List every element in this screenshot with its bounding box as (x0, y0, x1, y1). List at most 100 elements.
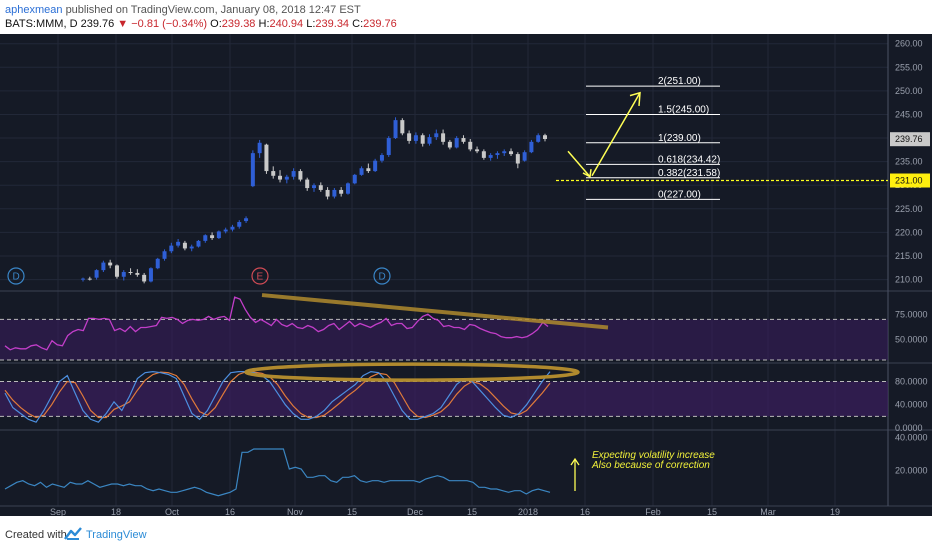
arrow-shaft (591, 92, 641, 177)
candle-body (250, 153, 255, 187)
candle-body (318, 185, 323, 190)
open-label: O: (210, 18, 222, 30)
tradingview-brand[interactable]: TradingView (86, 529, 147, 541)
time-tick-label: Oct (165, 507, 180, 516)
author-link[interactable]: aphexmean (5, 4, 63, 16)
price-tick-label: 260.00 (895, 39, 923, 49)
candle-body (162, 251, 167, 259)
stoch-band (0, 381, 888, 417)
last-price-tag (890, 132, 930, 147)
candle-body (291, 171, 296, 177)
candle-body (264, 144, 269, 172)
candle-body (379, 155, 384, 161)
candle-body (359, 168, 364, 175)
candle-body (515, 154, 520, 164)
stoch-tick-label: 0.0000 (895, 423, 923, 433)
volatility-panel (4, 448, 580, 497)
price-tick-label: 250.00 (895, 86, 923, 96)
candle-body (142, 274, 147, 282)
publish-line: aphexmean published on TradingView.com, … (5, 4, 361, 16)
fib-level-label: 0(227.00) (658, 189, 701, 200)
candle-body (475, 149, 480, 152)
candle-body (543, 135, 547, 139)
time-tick-label: 15 (707, 507, 717, 516)
candle-body (298, 171, 303, 180)
time-tick-label: 16 (225, 507, 235, 516)
note-line-1: Expecting volatility increase (592, 450, 715, 461)
time-tick-label: Dec (407, 507, 424, 516)
target-price-tag (890, 173, 930, 188)
chart-header: aphexmean published on TradingView.com, … (0, 0, 932, 34)
candle-body (216, 231, 221, 239)
arrow-shaft (567, 150, 591, 178)
tradingview-logo-icon[interactable] (64, 527, 82, 541)
candle-body (230, 226, 235, 230)
indicator-bands (0, 318, 888, 417)
candle-body (366, 168, 371, 172)
candle-body (481, 151, 486, 158)
candle-body (345, 183, 350, 194)
candle-body (223, 229, 228, 232)
up-arrow-icon (591, 91, 641, 177)
candle-body (407, 133, 412, 141)
candle-body (312, 185, 316, 189)
down-arrow-icon (567, 150, 592, 178)
close-label: C: (352, 18, 364, 30)
candle-body (169, 245, 174, 252)
rsi-panel (4, 293, 609, 351)
price-tick-label: 215.00 (895, 251, 923, 261)
candle-body (203, 235, 208, 241)
stoch-k-line (4, 370, 551, 423)
candle-body (441, 133, 446, 142)
candle-body (210, 235, 215, 239)
candle-body (176, 241, 181, 246)
time-tick-label: 18 (111, 507, 121, 516)
time-axis[interactable]: Sep 18 Oct 16 Nov 15 Dec 15 2018 16 Feb 15 Mar 19 (50, 507, 840, 517)
chart-canvas[interactable]: 260.00255.00250.00245.00240.00235.00230.… (0, 34, 932, 517)
candle-body (121, 272, 126, 277)
fib-level-label: 1.5(245.00) (658, 104, 709, 115)
fib-level-label: 0.382(231.58) (658, 168, 720, 179)
candlestick-series (81, 117, 547, 284)
stoch-d-line (4, 370, 551, 419)
volatility-line (4, 448, 551, 497)
candle-body (271, 171, 276, 176)
candle-body (454, 138, 459, 148)
candle-body (325, 189, 330, 197)
symbol-label: BATS:MMM, D (5, 18, 78, 30)
chart-area[interactable]: 260.00255.00250.00245.00240.00235.00230.… (0, 34, 932, 517)
open-value: 239.38 (221, 18, 256, 30)
candle-body (495, 153, 500, 156)
time-tick-label: Mar (760, 507, 776, 516)
candle-body (434, 133, 439, 138)
candle-body (461, 138, 466, 142)
stoch-tick-label: 40.0000 (895, 400, 928, 410)
time-tick-label: 2018 (518, 507, 538, 516)
low-value: 239.34 (315, 18, 350, 30)
fibonacci-levels[interactable]: 2(251.00) 1.5(245.00) 1(239.00) 0.618(234.4… (567, 76, 720, 200)
price-tick-label: 210.00 (895, 275, 923, 285)
candle-body (114, 265, 119, 277)
time-tick-label: 15 (347, 507, 357, 516)
time-tick-label: 19 (830, 507, 840, 516)
high-label: H: (258, 18, 270, 30)
candle-body (339, 189, 344, 194)
chart-background (0, 34, 932, 516)
stoch-tick-label: 80.0000 (895, 376, 928, 386)
candle-body (128, 272, 133, 274)
candle-body (108, 262, 113, 266)
candle-body (502, 151, 507, 154)
target-price-tag-label: 231.00 (895, 176, 923, 186)
earnings-marker (373, 267, 391, 285)
grid-lines (0, 34, 932, 507)
candle-body (488, 155, 493, 158)
candle-body (352, 174, 357, 184)
price-tick-label: 235.00 (895, 157, 923, 167)
candle-body (278, 175, 283, 180)
ohlc-line: BATS:MMM, D 239.76 ▼ −0.81 (−0.34%) O:23… (5, 18, 397, 30)
earnings-marker (7, 267, 25, 285)
price-axis[interactable]: 260.00255.00250.00245.00240.00235.00230.… (556, 39, 930, 476)
annotations: Expecting volatility increase Also becau… (591, 450, 715, 471)
price-tick-label: 245.00 (895, 109, 923, 119)
